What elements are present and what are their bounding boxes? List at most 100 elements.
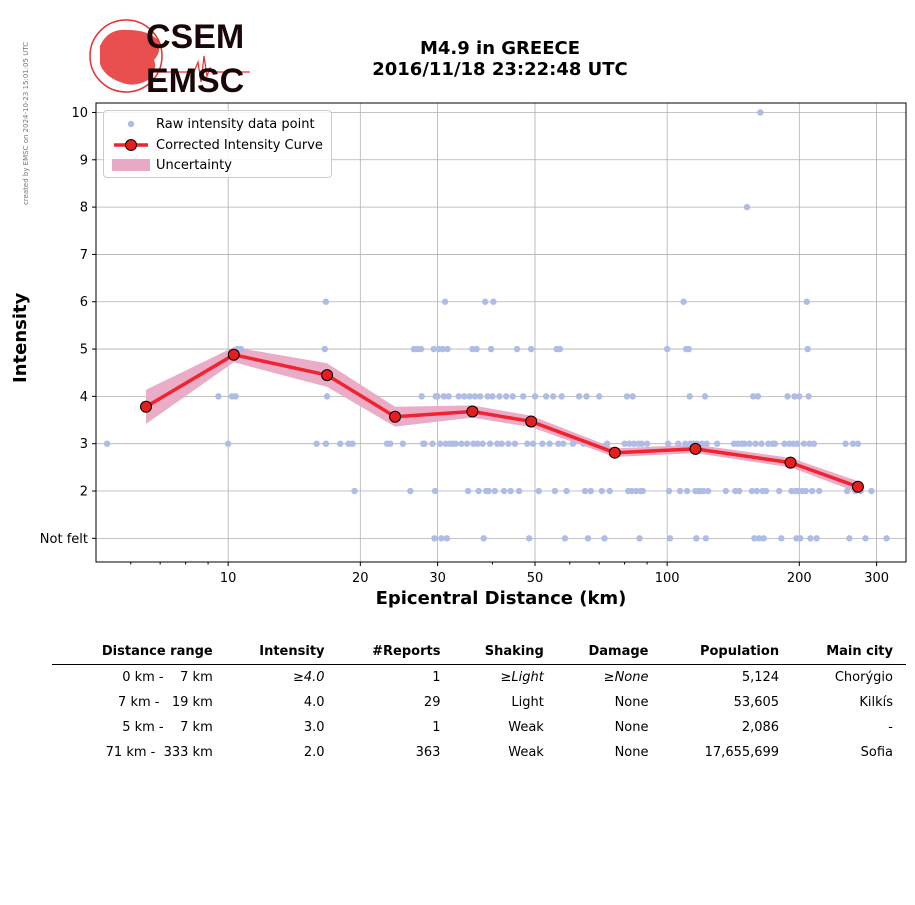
cell-city: Kilkís — [859, 695, 893, 710]
raw-data-point — [529, 440, 537, 447]
raw-data-point — [103, 440, 111, 447]
raw-data-point — [561, 535, 569, 542]
curve-marker — [389, 410, 402, 423]
raw-data-point — [434, 393, 441, 400]
raw-data-point — [682, 440, 689, 447]
table-row: 0 km - 7 km ≥4.0 1 ≥Light ≥None 5,124 Ch… — [52, 665, 906, 691]
raw-data-point — [535, 487, 542, 495]
cell-population: 53,605 — [733, 695, 780, 710]
raw-data-point — [702, 535, 710, 542]
raw-data-point — [629, 393, 636, 400]
raw-data-point — [322, 440, 330, 447]
raw-data-point — [445, 393, 452, 400]
cell-reports: 363 — [415, 745, 441, 760]
raw-data-point — [701, 393, 709, 400]
raw-data-point — [846, 535, 853, 542]
raw-data-point — [531, 393, 539, 400]
raw-data-point — [883, 535, 890, 542]
raw-data-point — [809, 487, 816, 495]
raw-data-point — [816, 487, 823, 495]
raw-data-point — [781, 440, 788, 447]
cell-shaking: Light — [511, 695, 544, 710]
raw-data-point — [805, 393, 812, 400]
cell-damage: None — [614, 720, 649, 735]
raw-data-point — [511, 440, 519, 447]
intensity-chart: 10 20 30 50 100 200 300 Not felt 2 3 4 5 6 7 8 9 10 — [40, 102, 907, 586]
cell-distance: 5 km - 7 km — [122, 720, 213, 735]
raw-data-point — [487, 345, 495, 353]
raw-data-point — [630, 440, 638, 447]
raw-data-point — [458, 440, 465, 447]
raw-data-point — [513, 345, 521, 353]
legend-raw-symbol — [112, 117, 150, 131]
raw-data-point — [444, 345, 451, 353]
y-tick-label: Not felt — [40, 532, 88, 547]
raw-data-point — [601, 535, 608, 542]
raw-data-point — [489, 393, 496, 400]
raw-data-point — [407, 487, 414, 495]
raw-data-point — [598, 487, 606, 495]
legend-uncertainty-label: Uncertainty — [156, 157, 232, 173]
raw-data-point — [237, 345, 245, 353]
raw-data-point — [493, 440, 501, 447]
col-damage: Damage — [556, 641, 662, 665]
raw-data-point — [313, 440, 320, 447]
raw-data-point — [760, 535, 767, 542]
raw-data-point — [473, 345, 480, 353]
raw-data-point — [762, 487, 770, 495]
col-population: Population — [661, 641, 793, 665]
raw-data-point — [621, 440, 628, 447]
raw-data-point — [754, 393, 762, 400]
raw-data-point — [542, 393, 550, 400]
raw-data-point — [693, 535, 700, 542]
cell-shaking: Weak — [508, 745, 544, 760]
x-tick-label: 300 — [864, 571, 889, 586]
curve-marker — [321, 369, 334, 382]
col-shaking: Shaking — [453, 641, 557, 665]
raw-data-point — [752, 440, 759, 447]
legend-item-curve: Corrected Intensity Curve — [112, 136, 323, 154]
raw-data-point — [797, 535, 804, 542]
raw-data-point — [751, 535, 758, 542]
raw-data-point — [430, 345, 437, 353]
chart-title: M4.9 in GREECE 2016/11/18 23:22:48 UTC — [330, 38, 670, 80]
raw-data-point — [455, 393, 462, 400]
raw-data-point — [581, 487, 589, 495]
curve-marker — [227, 348, 240, 361]
y-tick-label: 3 — [80, 437, 88, 452]
raw-data-point — [722, 487, 729, 495]
x-axis-label: Epicentral Distance (km) — [375, 588, 627, 609]
raw-data-point — [349, 440, 356, 447]
raw-data-point — [461, 393, 468, 400]
title-line2: 2016/11/18 23:22:48 UTC — [372, 59, 628, 80]
raw-data-point — [387, 440, 394, 447]
raw-data-point — [784, 393, 791, 400]
cell-damage: ≥None — [603, 670, 649, 685]
raw-data-point — [524, 440, 531, 447]
raw-data-point — [796, 393, 803, 400]
col-intensity: Intensity — [225, 641, 338, 665]
legend-item-uncertainty: Uncertainty — [104, 156, 232, 174]
legend-band-symbol — [104, 158, 150, 172]
raw-data-point — [322, 298, 330, 305]
curve-marker — [608, 446, 621, 459]
raw-data-point — [665, 487, 673, 495]
x-tick-label: 100 — [655, 571, 680, 586]
raw-data-point — [803, 298, 810, 305]
raw-data-point — [337, 440, 344, 447]
raw-data-point — [807, 535, 814, 542]
col-reports: #Reports — [337, 641, 454, 665]
raw-data-point — [464, 487, 472, 495]
raw-data-point — [500, 487, 508, 495]
raw-data-point — [551, 487, 559, 495]
col-distance-range: Distance range — [52, 641, 226, 665]
raw-data-point — [490, 298, 497, 305]
table-row: 71 km - 333 km 2.0 363 Weak None 17,655,… — [52, 740, 906, 765]
raw-data-point — [466, 393, 473, 400]
curve-marker — [784, 456, 797, 469]
raw-data-point — [603, 440, 611, 447]
cell-intensity: 4.0 — [303, 695, 325, 710]
legend-raw-label: Raw intensity data point — [156, 116, 315, 132]
raw-data-point — [224, 440, 232, 447]
cell-population: 17,655,699 — [704, 745, 780, 760]
